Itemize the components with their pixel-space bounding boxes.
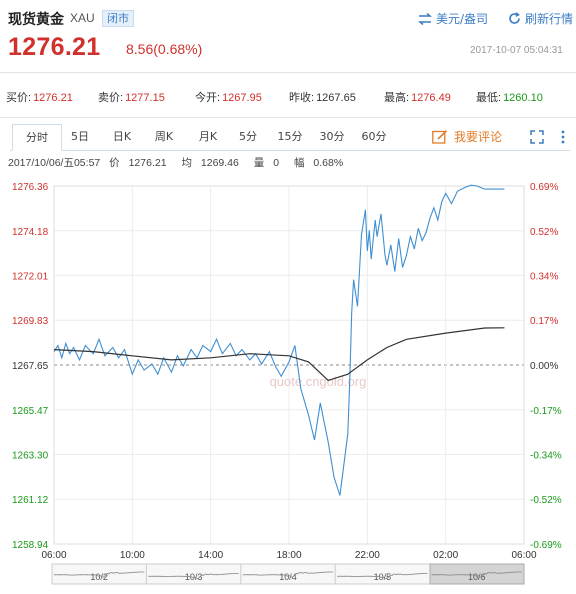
info-avg: 1269.46 <box>200 157 239 169</box>
timestamp: 2017-10-07 05:04:31 <box>470 45 563 56</box>
tab-monthly-k[interactable]: 月K <box>198 130 218 143</box>
y-tick-label-pct: -0.69% <box>530 540 562 551</box>
chart-grid <box>53 185 525 545</box>
stat-value: 1276.49 <box>411 92 451 104</box>
y-tick-label-pct: 0.34% <box>530 271 558 282</box>
y-tick-label: 1274.18 <box>12 227 49 238</box>
price-line <box>53 184 505 496</box>
tab-intraday[interactable]: 分时 <box>12 124 62 151</box>
navigator-label: 10/3 <box>185 572 203 582</box>
info-amp: 0.68% <box>313 157 344 169</box>
tab-weekly-k[interactable]: 周K <box>154 130 174 143</box>
price-change: 8.56(0.68%) <box>126 41 203 57</box>
stat-low: 最低: 1260.10 <box>476 92 543 104</box>
info-avg-label: 均 <box>181 157 192 169</box>
more-icon[interactable] <box>556 130 570 144</box>
y-tick-label: 1261.12 <box>12 495 49 506</box>
period-tabs: 分时 5日 日K 周K 月K 5分 15分 30分 60分 我要评论 <box>10 124 570 151</box>
x-tick-label: 14:00 <box>198 550 223 561</box>
info-price-label: 价 <box>109 157 120 169</box>
y-tick-label-pct: 0.17% <box>530 316 558 327</box>
edit-icon <box>432 130 448 144</box>
page-title: 现货黄金 <box>8 12 64 28</box>
y-tick-label-pct: -0.17% <box>530 406 562 417</box>
plot-border <box>53 185 525 545</box>
info-vol-label: 量 <box>253 157 265 169</box>
navigator-sparkline <box>53 571 145 578</box>
stat-value: 1267.65 <box>316 92 356 104</box>
y-tick-label-pct: -0.52% <box>530 495 562 506</box>
fullscreen-icon[interactable] <box>530 130 544 144</box>
stat-value: 1277.15 <box>125 92 165 104</box>
x-tick-label: 06:00 <box>511 550 536 561</box>
x-tick-label: 06:00 <box>41 550 66 561</box>
y-tick-label-pct: 0.00% <box>530 361 558 372</box>
refresh-label: 刷新行情 <box>525 12 574 26</box>
x-tick-label: 22:00 <box>355 550 380 561</box>
stats-row: 买价: 1276.21 卖价: 1277.15 今开: 1267.95 昨收: 1267… <box>0 72 576 118</box>
y-tick-label-pct: 0.69% <box>530 182 558 193</box>
y-axis-left: 1276.36 1274.18 1272.01 1269.83 1267.65 1265.… <box>12 182 49 551</box>
navigator-label: 10/5 <box>374 572 392 582</box>
navigator-sparkline <box>431 571 522 578</box>
swap-icon <box>418 12 432 25</box>
current-price: 1276.21 <box>8 33 101 61</box>
tab-5day[interactable]: 5日 <box>71 130 89 143</box>
navigator-sparkline <box>148 572 239 580</box>
comment-button[interactable]: 我要评论 <box>432 124 502 150</box>
refresh-icon <box>509 12 520 24</box>
refresh-button[interactable]: 刷新行情 <box>508 10 573 27</box>
average-line <box>53 327 505 382</box>
x-tick-label: 02:00 <box>433 550 458 561</box>
stat-value: 1260.10 <box>503 92 543 104</box>
unit-toggle-button[interactable]: 美元/盎司 <box>418 10 488 27</box>
watermark-text: quote.cngold.org <box>270 374 367 389</box>
y-tick-label: 1272.01 <box>12 271 49 282</box>
tab-60min[interactable]: 60分 <box>361 130 387 143</box>
stat-value: 1276.21 <box>33 92 73 104</box>
info-vol: 0 <box>273 157 280 169</box>
y-axis-right: 0.69% 0.52% 0.34% 0.17% 0.00% -0.17% -0.34% -0.… <box>530 182 562 551</box>
navigator-label: 10/6 <box>468 572 486 582</box>
y-tick-label: 1265.47 <box>12 406 49 417</box>
y-tick-label-pct: -0.34% <box>530 450 562 461</box>
navigator-label: 10/4 <box>279 572 297 582</box>
navigator-label: 10/2 <box>90 572 108 582</box>
y-tick-label: 1269.83 <box>12 316 49 327</box>
y-tick-label: 1263.30 <box>12 450 49 461</box>
stat-high: 最高: 1276.49 <box>384 92 451 104</box>
stat-prev-close: 昨收: 1267.65 <box>289 92 356 104</box>
stat-ask: 卖价: 1277.15 <box>98 92 165 104</box>
stat-open: 今开: 1267.95 <box>195 92 262 104</box>
tab-15min[interactable]: 15分 <box>277 130 303 143</box>
info-amp-label: 幅 <box>293 157 305 169</box>
chart-series <box>53 184 505 496</box>
info-price: 1276.21 <box>128 157 167 169</box>
y-tick-label: 1258.94 <box>12 540 49 551</box>
info-date: 2017/10/06/五05:57 <box>8 157 101 169</box>
unit-toggle-label: 美元/盎司 <box>436 12 489 26</box>
comment-label: 我要评论 <box>454 130 503 144</box>
tab-daily-k[interactable]: 日K <box>112 130 132 143</box>
stat-bid: 买价: 1276.21 <box>6 92 73 104</box>
symbol-label: XAU <box>70 11 95 25</box>
y-tick-label-pct: 0.52% <box>530 227 558 238</box>
x-tick-label: 18:00 <box>276 550 301 561</box>
crosshair-info: 2017/10/06/五05:57 价 1276.21 均 1269.46 量 … <box>8 155 355 170</box>
stat-value: 1267.95 <box>222 92 262 104</box>
tab-30min[interactable]: 30分 <box>319 130 345 143</box>
tab-5min[interactable]: 5分 <box>239 130 257 143</box>
time-navigator[interactable]: 10/2 10/3 10/4 10/5 10/6 <box>51 563 525 585</box>
navigator-sparkline <box>242 571 334 578</box>
x-axis: 06:00 10:00 14:00 18:00 22:00 02:00 06:00 <box>41 550 536 561</box>
status-badge: 闭市 <box>102 10 134 27</box>
price-chart: 1276.36 1274.18 1272.01 1269.83 1267.65 1265.… <box>12 182 562 585</box>
navigator-sparkline <box>337 572 428 580</box>
y-tick-label: 1267.65 <box>12 361 49 372</box>
y-tick-label: 1276.36 <box>12 182 49 193</box>
x-tick-label: 10:00 <box>120 550 145 561</box>
